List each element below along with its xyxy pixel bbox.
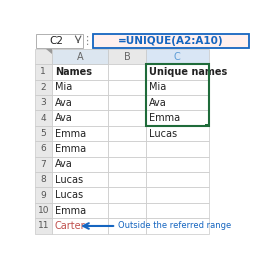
- Bar: [35, 203, 52, 218]
- Bar: [108, 110, 146, 126]
- Bar: [108, 187, 146, 203]
- Bar: [108, 141, 146, 157]
- Bar: [146, 110, 209, 126]
- Bar: [146, 157, 209, 172]
- Bar: [146, 64, 209, 80]
- Text: Ava: Ava: [55, 113, 73, 123]
- Bar: [108, 126, 146, 141]
- Bar: [146, 126, 209, 141]
- Text: 4: 4: [41, 114, 46, 123]
- Bar: [52, 218, 108, 234]
- Bar: [146, 49, 209, 64]
- Text: 10: 10: [38, 206, 49, 215]
- Bar: [146, 141, 209, 157]
- Bar: [52, 172, 108, 187]
- Bar: [52, 95, 108, 110]
- Bar: [146, 203, 209, 218]
- Text: 5: 5: [40, 129, 46, 138]
- Bar: [108, 203, 146, 218]
- Text: 6: 6: [40, 145, 46, 153]
- Bar: [146, 95, 209, 110]
- Text: Lucas: Lucas: [55, 190, 83, 200]
- Bar: [108, 157, 146, 172]
- Text: Mia: Mia: [55, 82, 72, 92]
- Text: Carter: Carter: [55, 221, 86, 231]
- Bar: [52, 203, 108, 218]
- Bar: [146, 218, 209, 234]
- Polygon shape: [46, 49, 52, 54]
- Bar: [108, 172, 146, 187]
- Bar: [35, 172, 52, 187]
- Text: Emma: Emma: [55, 129, 86, 139]
- Text: 1: 1: [40, 68, 46, 76]
- Text: Lucas: Lucas: [55, 175, 83, 185]
- Text: C: C: [174, 52, 181, 62]
- Text: 3: 3: [40, 98, 46, 107]
- Text: Emma: Emma: [55, 144, 86, 154]
- Text: Unique names: Unique names: [149, 67, 227, 77]
- Bar: [35, 126, 52, 141]
- Bar: [52, 64, 108, 80]
- Bar: [52, 49, 108, 64]
- Bar: [35, 64, 52, 80]
- Text: =UNIQUE(A2:A10): =UNIQUE(A2:A10): [118, 36, 224, 46]
- Text: A: A: [77, 52, 83, 62]
- Text: Names: Names: [55, 67, 92, 77]
- Bar: [52, 110, 108, 126]
- Bar: [205, 124, 209, 128]
- Text: Mia: Mia: [149, 82, 166, 92]
- Text: 7: 7: [40, 160, 46, 169]
- Bar: [35, 110, 52, 126]
- Bar: [52, 157, 108, 172]
- Bar: [52, 187, 108, 203]
- Bar: [93, 34, 249, 48]
- Bar: [108, 95, 146, 110]
- Bar: [146, 64, 209, 126]
- Text: Lucas: Lucas: [149, 129, 177, 139]
- Bar: [108, 80, 146, 95]
- Bar: [52, 80, 108, 95]
- Bar: [35, 95, 52, 110]
- Bar: [36, 34, 83, 48]
- Text: Ava: Ava: [149, 98, 167, 108]
- Text: 9: 9: [40, 191, 46, 200]
- Text: 11: 11: [38, 222, 49, 230]
- Text: 2: 2: [41, 83, 46, 92]
- Bar: [108, 218, 146, 234]
- Text: C2: C2: [49, 36, 63, 46]
- Text: Ava: Ava: [55, 98, 73, 108]
- Text: Emma: Emma: [55, 206, 86, 216]
- Text: ⋮: ⋮: [81, 36, 92, 46]
- Bar: [52, 141, 108, 157]
- Text: Emma: Emma: [149, 113, 180, 123]
- Bar: [35, 218, 52, 234]
- Bar: [146, 172, 209, 187]
- Bar: [35, 187, 52, 203]
- Text: B: B: [124, 52, 130, 62]
- Bar: [52, 126, 108, 141]
- Bar: [35, 157, 52, 172]
- Bar: [52, 49, 108, 64]
- Bar: [146, 187, 209, 203]
- Bar: [146, 80, 209, 95]
- Bar: [35, 141, 52, 157]
- Bar: [108, 49, 146, 64]
- Bar: [35, 80, 52, 95]
- Text: 8: 8: [40, 175, 46, 184]
- Text: Outside the referred range: Outside the referred range: [118, 222, 231, 230]
- Text: Ava: Ava: [55, 159, 73, 169]
- Bar: [35, 49, 52, 64]
- Bar: [108, 64, 146, 80]
